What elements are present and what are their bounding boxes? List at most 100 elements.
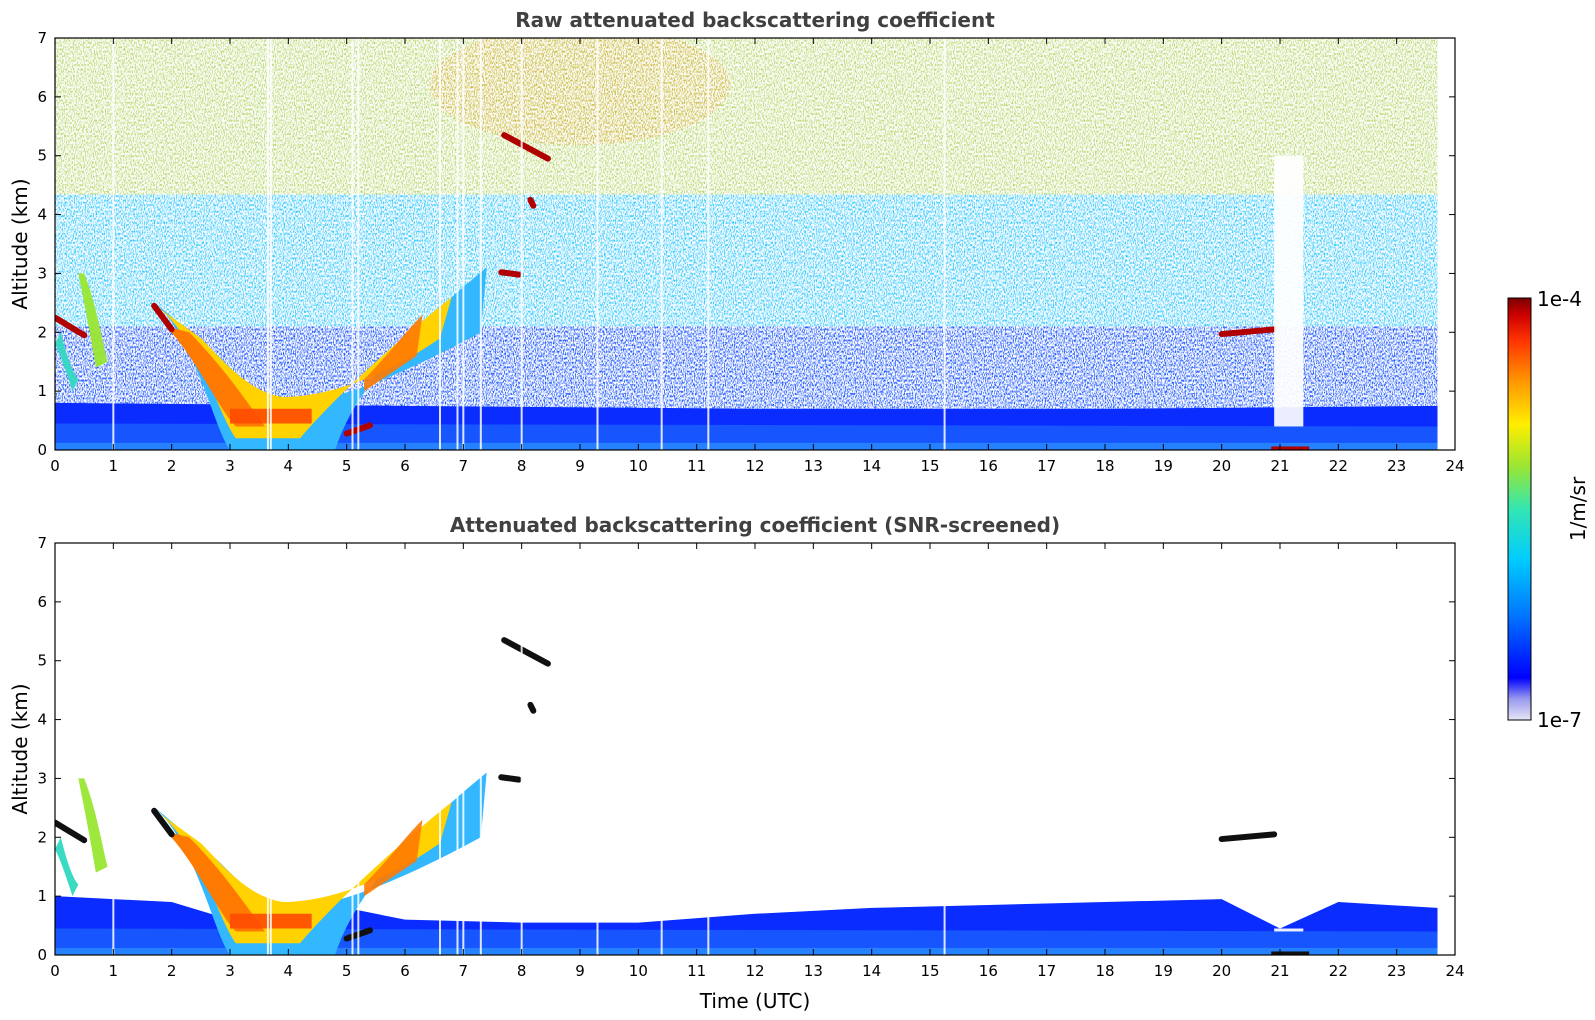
x-tick-label: 18 [1095, 457, 1114, 475]
x-tick-label: 9 [575, 457, 585, 475]
noise-mid [55, 194, 1438, 327]
surface-layer [55, 947, 1438, 955]
x-tick-label: 19 [1154, 962, 1173, 980]
x-tick-label: 4 [284, 962, 294, 980]
panel-screened-title: Attenuated backscattering coefficient (S… [450, 513, 1060, 537]
y-tick-label: 3 [37, 264, 47, 282]
y-tick-label: 2 [37, 323, 47, 341]
x-tick-label: 23 [1387, 457, 1406, 475]
x-tick-label: 0 [50, 457, 60, 475]
x-tick-label: 24 [1445, 962, 1464, 980]
x-tick-label: 12 [745, 457, 764, 475]
x-tick-label: 7 [459, 962, 469, 980]
x-tick-label: 2 [167, 962, 177, 980]
y-tick-label: 4 [37, 206, 47, 224]
colorbar-min-label: 1e-7 [1537, 708, 1582, 732]
y-tick-label: 6 [37, 88, 47, 106]
x-tick-label: 4 [284, 457, 294, 475]
surface-return-21utc [1271, 446, 1310, 450]
plume-band-2 [165, 831, 265, 932]
cloud-early-green [78, 273, 108, 368]
x-tick-label: 14 [862, 962, 881, 980]
strong-cloud-6 [527, 701, 537, 714]
strong-cloud-6 [527, 196, 537, 209]
plume-band-2 [165, 326, 265, 427]
x-tick-label: 21 [1270, 962, 1289, 980]
panel-raw-ylabel: Altitude (km) [8, 178, 32, 309]
y-tick-label: 0 [37, 441, 47, 459]
y-tick-label: 1 [37, 887, 47, 905]
x-tick-label: 5 [342, 962, 352, 980]
x-tick-label: 21 [1270, 457, 1289, 475]
x-tick-label: 12 [745, 962, 764, 980]
strong-cloud-0 [55, 819, 88, 844]
strong-cloud-4 [1218, 326, 1278, 338]
x-tick-label: 17 [1037, 962, 1056, 980]
x-tick-label: 22 [1329, 962, 1348, 980]
panel-raw-y-axis: 0 1 2 3 4 5 6 7 [37, 29, 1455, 459]
x-tick-label: 13 [804, 962, 823, 980]
panel-screened-y-axis: 0 1 2 3 4 5 6 7 [37, 534, 1455, 964]
panel-screened-xlabel: Time (UTC) [699, 989, 811, 1013]
panel-raw-title: Raw attenuated backscattering coefficien… [515, 8, 995, 32]
strong-cloud-4 [1218, 831, 1278, 843]
x-tick-label: 11 [687, 962, 706, 980]
panel-screened-x-axis: 0 1 2 3 4 5 6 7 8 9 10 11 12 13 14 15 16 17 18 19 20 21 22 23 24 [50, 543, 1465, 980]
noise-warm-patch [430, 38, 730, 146]
panel-raw-x-axis: 0 1 2 3 4 5 6 7 8 9 10 11 12 13 14 15 16 17 18 19 20 21 22 23 24 [50, 38, 1465, 475]
y-tick-label: 7 [37, 29, 47, 47]
noise-field [55, 38, 1438, 409]
data-gap-column [1274, 928, 1304, 932]
y-tick-label: 5 [37, 652, 47, 670]
surface-return-21utc [1271, 951, 1310, 955]
colorbar-units-label: 1/m/sr [1566, 476, 1590, 541]
cloud-early-cyan [55, 837, 79, 897]
y-tick-label: 7 [37, 534, 47, 552]
panel-screened: Attenuated backscattering coefficient (S… [8, 513, 1465, 1013]
panel-screened-ylabel: Altitude (km) [8, 683, 32, 814]
strong-cloud-1 [151, 302, 175, 333]
strong-cloud-0 [55, 314, 88, 339]
x-tick-label: 3 [225, 962, 235, 980]
x-tick-label: 11 [687, 457, 706, 475]
x-tick-label: 17 [1037, 457, 1056, 475]
x-tick-label: 8 [517, 962, 527, 980]
colorbar: 1e-4 1e-7 1/m/sr [1507, 287, 1590, 732]
plume-band-3 [364, 314, 423, 392]
x-tick-label: 22 [1329, 457, 1348, 475]
x-tick-label: 16 [979, 457, 998, 475]
data-gap-column [1274, 155, 1304, 427]
strong-cloud-3 [498, 269, 522, 278]
x-tick-label: 0 [50, 962, 60, 980]
x-tick-label: 19 [1154, 457, 1173, 475]
y-tick-label: 0 [37, 946, 47, 964]
panel-screened-frame [54, 542, 1456, 956]
noise-low [55, 326, 1438, 409]
x-tick-label: 3 [225, 457, 235, 475]
x-tick-label: 24 [1445, 457, 1464, 475]
strong-cloud-3 [498, 774, 522, 783]
x-tick-label: 6 [400, 457, 410, 475]
x-tick-label: 10 [629, 457, 648, 475]
x-tick-label: 13 [804, 457, 823, 475]
x-tick-label: 16 [979, 962, 998, 980]
panel-raw: Raw attenuated backscattering coefficien… [8, 8, 1465, 475]
x-tick-label: 18 [1095, 962, 1114, 980]
panel-raw-heatmap [55, 38, 1438, 450]
x-tick-label: 23 [1387, 962, 1406, 980]
strong-cloud-2 [501, 637, 551, 667]
x-tick-label: 15 [920, 457, 939, 475]
x-tick-label: 14 [862, 457, 881, 475]
x-tick-label: 15 [920, 962, 939, 980]
x-tick-label: 9 [575, 962, 585, 980]
cloud-early-cyan [55, 332, 79, 392]
x-tick-label: 1 [109, 962, 119, 980]
x-tick-label: 1 [109, 457, 119, 475]
panel-screened-heatmap [55, 543, 1438, 955]
y-tick-label: 2 [37, 828, 47, 846]
colorbar-gradient [1507, 297, 1532, 721]
x-tick-label: 8 [517, 457, 527, 475]
y-tick-label: 3 [37, 769, 47, 787]
x-tick-label: 7 [459, 457, 469, 475]
